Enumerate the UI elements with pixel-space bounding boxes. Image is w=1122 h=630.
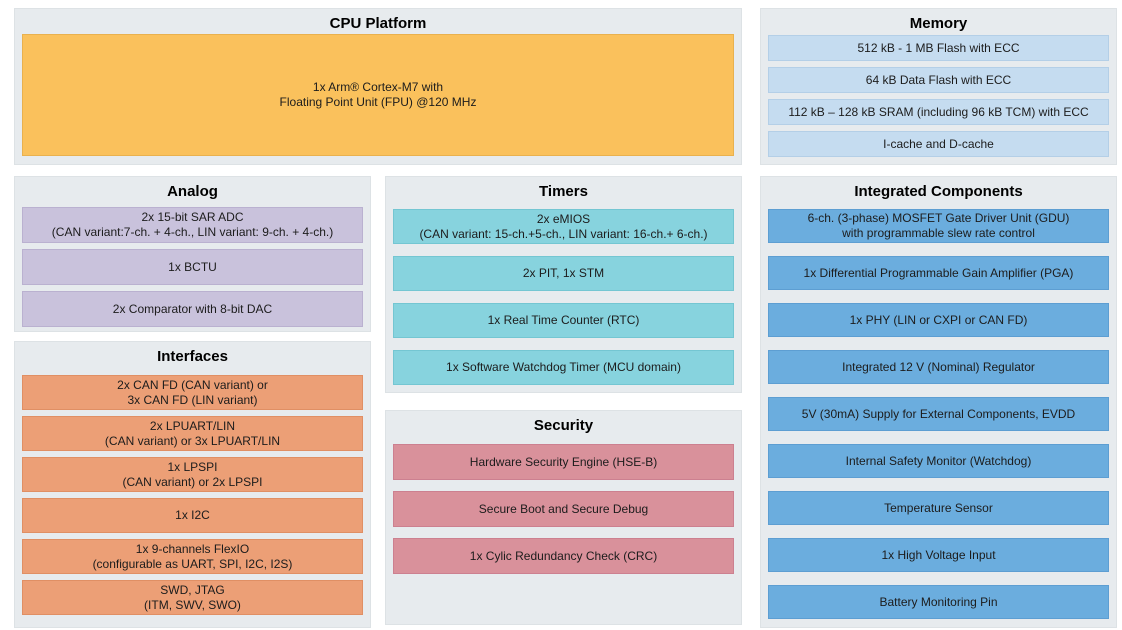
section-integrated-components: Integrated Components 6-ch. (3-phase) MO… <box>760 176 1117 628</box>
block-label: Hardware Security Engine (HSE-B) <box>469 454 658 469</box>
cpu-core-block: 1x Arm® Cortex-M7 with Floating Point Uni… <box>22 34 734 156</box>
block-label: 1x Software Watchdog Timer (MCU domain) <box>446 360 681 374</box>
interface-block: 2x CAN FD (CAN variant) or 3x CAN FD (LIN… <box>22 375 363 410</box>
block-label: 512 kB - 1 MB Flash with ECC <box>857 40 1020 55</box>
security-block: Secure Boot and Secure Debug <box>393 491 734 527</box>
integrated-component-block: Integrated 12 V (Nominal) Regulator <box>768 350 1109 384</box>
interfaces-blocks: 2x CAN FD (CAN variant) or 3x CAN FD (LIN… <box>15 375 370 615</box>
block-label: 1x Arm® Cortex-M7 with Floating Point Uni… <box>279 80 477 109</box>
analog-block: 1x BCTU <box>22 249 363 285</box>
block-label: 2x 15-bit SAR ADC (CAN variant:7-ch. + 4-… <box>51 210 334 239</box>
block-label: 112 kB – 128 kB SRAM (including 96 kB TC… <box>788 104 1089 119</box>
block-label: 1x PHY (LIN or CXPI or CAN FD) <box>849 312 1028 327</box>
analog-block: 2x 15-bit SAR ADC (CAN variant:7-ch. + 4-… <box>22 207 363 243</box>
block-label: 1x High Voltage Input <box>881 547 996 562</box>
integrated-component-block: 1x High Voltage Input <box>768 538 1109 572</box>
section-analog: Analog 2x 15-bit SAR ADC (CAN variant:7-c… <box>14 176 371 332</box>
integrated-component-block: Internal Safety Monitor (Watchdog) <box>768 444 1109 478</box>
integrated-component-block: 1x Differential Programmable Gain Amplif… <box>768 256 1109 290</box>
timers-title: Timers <box>539 183 588 200</box>
integrated-component-block: 5V (30mA) Supply for External Components… <box>768 397 1109 431</box>
security-title: Security <box>533 417 594 434</box>
analog-block: 2x Comparator with 8-bit DAC <box>22 291 363 327</box>
block-label: 1x 9-channels FlexIO (configurable as UAR… <box>92 541 293 571</box>
block-label: SWD, JTAG (ITM, SWV, SWO) <box>144 582 241 612</box>
memory-block: 64 kB Data Flash with ECC <box>768 67 1109 93</box>
timer-block: 2x eMIOS (CAN variant: 15-ch.+5-ch., LIN … <box>393 209 734 244</box>
timer-block: 2x PIT, 1x STM <box>393 256 734 291</box>
integrated-components-blocks: 6-ch. (3-phase) MOSFET Gate Driver Unit … <box>761 209 1116 619</box>
block-label: 2x Comparator with 8-bit DAC <box>112 301 273 316</box>
security-block: Hardware Security Engine (HSE-B) <box>393 444 734 480</box>
section-cpu-platform: CPU Platform 1x Arm® Cortex-M7 with Float… <box>14 8 742 165</box>
memory-blocks: 512 kB - 1 MB Flash with ECC 64 kB Data F… <box>761 35 1116 157</box>
interface-block: 1x 9-channels FlexIO (configurable as UAR… <box>22 539 363 574</box>
block-label: 1x I2C <box>175 508 210 522</box>
block-label: 2x LPUART/LIN (CAN variant) or 3x LPUART/… <box>104 418 281 448</box>
security-block: 1x Cylic Redundancy Check (CRC) <box>393 538 734 574</box>
block-label: Integrated 12 V (Nominal) Regulator <box>842 359 1035 374</box>
block-label: 1x Real Time Counter (RTC) <box>487 313 640 327</box>
integrated-component-block: 1x PHY (LIN or CXPI or CAN FD) <box>768 303 1109 337</box>
block-label: 1x LPSPI (CAN variant) or 2x LPSPI <box>122 459 263 489</box>
timer-block: 1x Real Time Counter (RTC) <box>393 303 734 338</box>
block-label: 1x Cylic Redundancy Check (CRC) <box>469 548 658 563</box>
interface-block: SWD, JTAG (ITM, SWV, SWO) <box>22 580 363 615</box>
memory-block: 112 kB – 128 kB SRAM (including 96 kB TC… <box>768 99 1109 125</box>
section-memory: Memory 512 kB - 1 MB Flash with ECC 64 kB… <box>760 8 1117 165</box>
cpu-platform-title: CPU Platform <box>329 15 427 32</box>
memory-title: Memory <box>909 15 968 32</box>
block-label: Internal Safety Monitor (Watchdog) <box>845 453 1032 468</box>
block-label: Battery Monitoring Pin <box>879 594 998 609</box>
block-label: Secure Boot and Secure Debug <box>478 501 649 516</box>
block-label: 5V (30mA) Supply for External Components… <box>801 406 1076 421</box>
memory-block: I-cache and D-cache <box>768 131 1109 157</box>
analog-title: Analog <box>167 183 218 200</box>
interface-block: 1x I2C <box>22 498 363 533</box>
block-label: I-cache and D-cache <box>883 136 994 151</box>
block-label: 6-ch. (3-phase) MOSFET Gate Driver Unit … <box>807 211 1070 240</box>
block-label: 64 kB Data Flash with ECC <box>865 72 1012 87</box>
block-label: 1x Differential Programmable Gain Amplif… <box>803 265 1074 280</box>
integrated-components-title: Integrated Components <box>854 183 1023 200</box>
block-label: Temperature Sensor <box>884 500 993 515</box>
block-label: 2x PIT, 1x STM <box>522 266 605 280</box>
interface-block: 2x LPUART/LIN (CAN variant) or 3x LPUART/… <box>22 416 363 451</box>
block-label: 2x CAN FD (CAN variant) or 3x CAN FD (LIN… <box>117 377 268 407</box>
block-label: 2x eMIOS (CAN variant: 15-ch.+5-ch., LIN … <box>419 211 708 241</box>
section-security: Security Hardware Security Engine (HSE-B… <box>385 410 742 625</box>
interfaces-title: Interfaces <box>157 348 228 365</box>
section-timers: Timers 2x eMIOS (CAN variant: 15-ch.+5-ch… <box>385 176 742 393</box>
memory-block: 512 kB - 1 MB Flash with ECC <box>768 35 1109 61</box>
block-label: 1x BCTU <box>168 259 217 274</box>
security-blocks: Hardware Security Engine (HSE-B) Secure B… <box>386 444 741 574</box>
analog-blocks: 2x 15-bit SAR ADC (CAN variant:7-ch. + 4-… <box>15 207 370 327</box>
interface-block: 1x LPSPI (CAN variant) or 2x LPSPI <box>22 457 363 492</box>
timers-blocks: 2x eMIOS (CAN variant: 15-ch.+5-ch., LIN … <box>386 209 741 385</box>
integrated-component-block: 6-ch. (3-phase) MOSFET Gate Driver Unit … <box>768 209 1109 243</box>
section-interfaces: Interfaces 2x CAN FD (CAN variant) or 3x … <box>14 341 371 628</box>
timer-block: 1x Software Watchdog Timer (MCU domain) <box>393 350 734 385</box>
cpu-platform-blocks: 1x Arm® Cortex-M7 with Floating Point Uni… <box>15 34 741 156</box>
integrated-component-block: Temperature Sensor <box>768 491 1109 525</box>
integrated-component-block: Battery Monitoring Pin <box>768 585 1109 619</box>
